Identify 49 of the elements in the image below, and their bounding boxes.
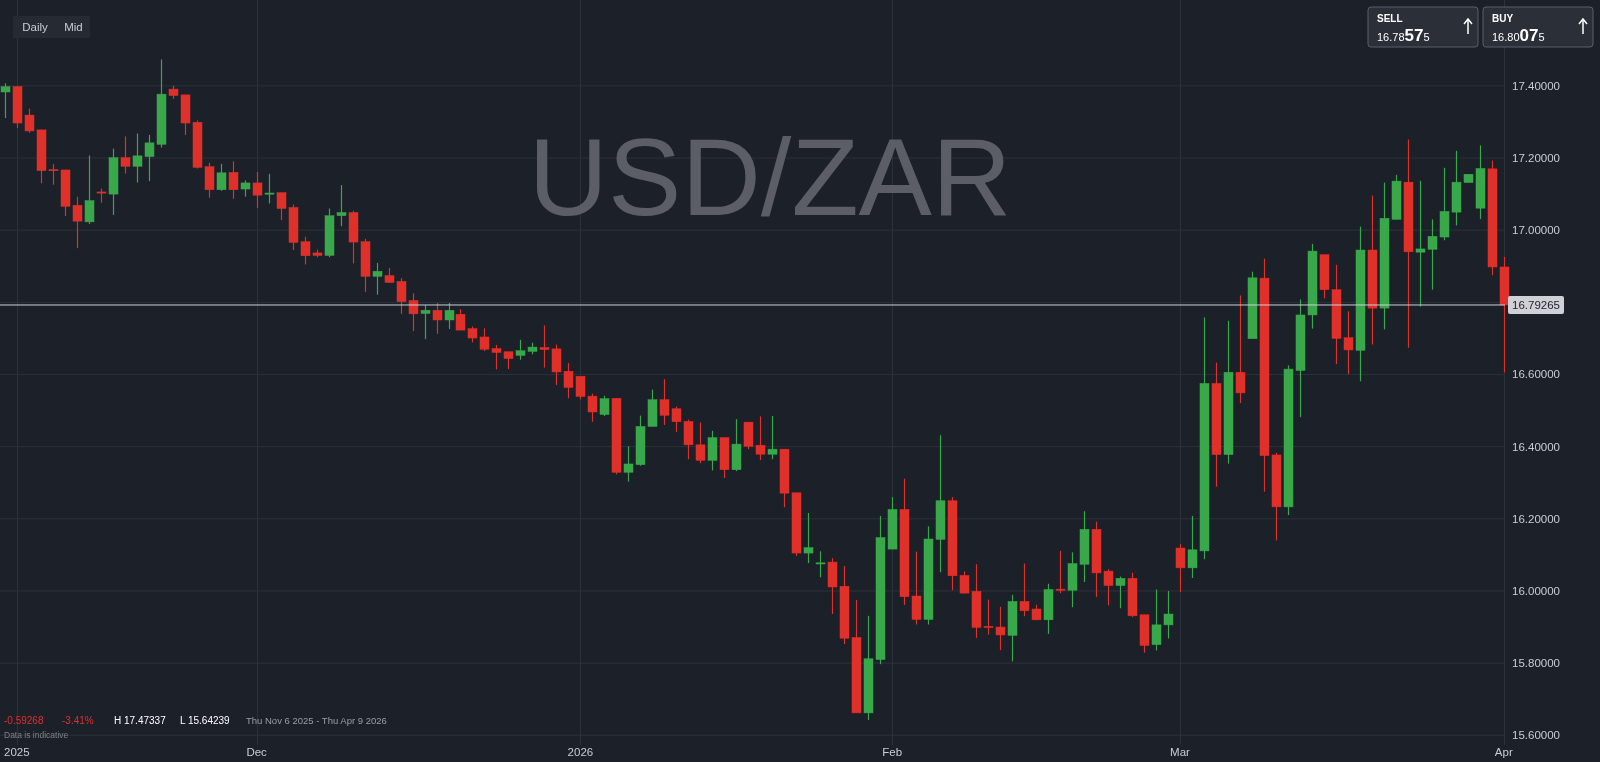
x-tick-label: Mar: [1170, 746, 1191, 758]
x-tick-label: 2025: [3, 746, 30, 758]
candlestick: [599, 395, 610, 417]
y-tick-label: 17.00000: [1512, 224, 1560, 237]
candlestick: [0, 82, 11, 119]
candlestick: [803, 512, 814, 564]
annotation: Data is indicative: [4, 730, 69, 740]
annotation: -0.59268: [4, 715, 44, 726]
candlestick: [815, 550, 826, 578]
y-tick-label: 16.60000: [1512, 368, 1560, 381]
annotation: BUY: [1492, 13, 1514, 24]
annotation: L 15.64239: [180, 715, 231, 726]
candlestick: [1235, 294, 1246, 404]
x-tick-label: Dec: [246, 746, 268, 758]
ref-line-label: 16.79265: [1512, 298, 1560, 311]
candlestick: [1115, 575, 1126, 609]
annotation: Thu Nov 6 2025 - Thu Apr 9 2026: [246, 715, 387, 726]
y-tick-label: 15.60000: [1512, 729, 1560, 742]
candlestick: [216, 163, 227, 192]
candlestick: [252, 171, 263, 209]
candlestick: [120, 135, 131, 175]
candlestick: [228, 160, 239, 200]
annotation: 16.80075: [1492, 26, 1545, 45]
candlestick: [444, 302, 455, 330]
annotation: 16.78575: [1377, 26, 1430, 45]
annotation: SELL: [1377, 13, 1403, 24]
x-tick-label: Apr: [1494, 746, 1513, 758]
y-tick-label: 16.40000: [1512, 440, 1560, 453]
candlestick: [372, 262, 383, 296]
y-tick-label: 16.00000: [1512, 584, 1560, 597]
candlestick: [1055, 550, 1066, 594]
annotation: Daily: [22, 21, 49, 33]
candlestick: [767, 415, 778, 460]
annotation: -3.41%: [62, 715, 94, 726]
candlestick: [707, 430, 718, 472]
annotation: H 17.47337: [114, 715, 167, 726]
y-tick-label: 16.20000: [1512, 512, 1560, 525]
x-tick-label: Feb: [882, 746, 903, 758]
annotation: Mid: [64, 21, 83, 33]
candlestick: [84, 154, 95, 225]
candlestick: [264, 173, 275, 205]
candlestick: [432, 302, 443, 335]
candlestick: [1175, 543, 1186, 593]
candlestick: [420, 304, 431, 340]
x-tick-label: 2026: [567, 746, 594, 758]
y-tick-label: 15.80000: [1512, 657, 1560, 670]
y-tick-label: 17.20000: [1512, 152, 1560, 165]
text: USD/ZAR: [528, 115, 1012, 238]
y-tick-label: 17.40000: [1512, 79, 1560, 92]
